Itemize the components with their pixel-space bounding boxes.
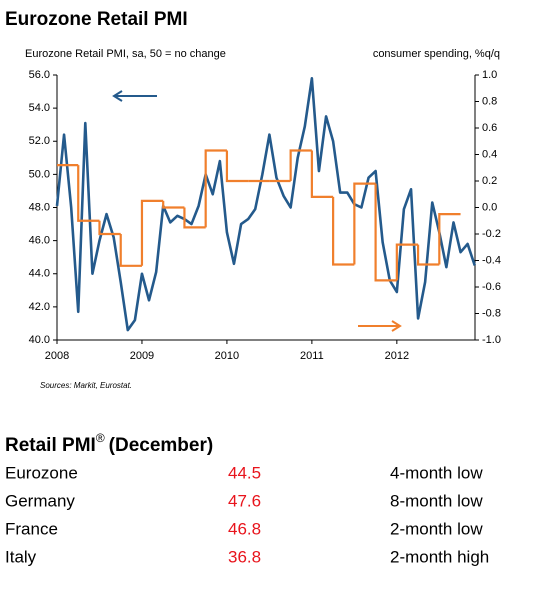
x-tick-label: 2012 xyxy=(385,350,409,362)
x-tick-label: 2010 xyxy=(215,350,239,362)
table-title-mark: ® xyxy=(96,431,105,445)
source-note: Sources: Markit, Eurostat. xyxy=(40,381,132,390)
row-label: France xyxy=(5,519,58,538)
y2-tick-label: -0.4 xyxy=(482,254,501,266)
step-segment xyxy=(395,243,419,281)
y-tick-label: 48.0 xyxy=(29,201,50,213)
step-segment xyxy=(77,165,100,222)
y2-tick-label: 0.8 xyxy=(482,95,497,107)
y2-tick-label: 0.4 xyxy=(482,148,497,160)
row-label: Eurozone xyxy=(5,463,78,482)
y-axis-label: Eurozone Retail PMI, sa, 50 = no change xyxy=(25,48,226,60)
x-tick-label: 2009 xyxy=(130,350,154,362)
y2-tick-label: 0.6 xyxy=(482,122,497,134)
right-axis-arrow xyxy=(358,320,402,332)
row-note: 2-month low xyxy=(390,519,483,538)
step-segment xyxy=(119,234,142,267)
row-label: Germany xyxy=(5,491,75,510)
y-tick-label: 44.0 xyxy=(29,268,50,280)
row-note: 4-month low xyxy=(390,463,483,482)
y2-tick-label: -0.8 xyxy=(482,307,501,319)
table-title-main: Retail PMI xyxy=(5,435,96,456)
row-note: 2-month high xyxy=(390,547,489,566)
y2-tick-label: 1.0 xyxy=(482,69,497,81)
row-note: 8-month low xyxy=(390,491,483,510)
row-value: 46.8 xyxy=(228,519,261,538)
step-segment xyxy=(438,213,461,265)
step-segment xyxy=(98,220,121,236)
table-title: Retail PMI® (December) xyxy=(5,431,213,456)
step-segment xyxy=(332,196,355,266)
x-tick-label: 2008 xyxy=(45,350,69,362)
y2-tick-label: 0.2 xyxy=(482,175,497,187)
row-label: Italy xyxy=(5,547,37,566)
y2-tick-label: -0.2 xyxy=(482,228,501,240)
chart-title: Eurozone Retail PMI xyxy=(5,9,188,30)
step-segment xyxy=(310,150,334,198)
data-line xyxy=(55,77,476,332)
step-segment xyxy=(162,200,185,209)
y-tick-label: 40.0 xyxy=(29,334,50,346)
x-tick-label: 2011 xyxy=(300,350,324,362)
y-tick-label: 50.0 xyxy=(29,168,50,180)
table-title-suffix: (December) xyxy=(109,435,214,456)
row-value: 36.8 xyxy=(228,547,261,566)
step-segment xyxy=(140,199,164,266)
y-tick-label: 56.0 xyxy=(29,69,50,81)
y2-tick-label: -1.0 xyxy=(482,334,501,346)
y-tick-label: 46.0 xyxy=(29,235,50,247)
step-segment xyxy=(225,150,249,183)
row-value: 44.5 xyxy=(228,463,261,482)
row-value: 47.6 xyxy=(228,491,261,510)
y-tick-label: 54.0 xyxy=(29,102,50,114)
y-tick-label: 52.0 xyxy=(29,135,50,147)
y2-tick-label: 0.0 xyxy=(482,201,497,213)
y-tick-label: 42.0 xyxy=(29,301,50,313)
y2-tick-label: -0.6 xyxy=(482,281,501,293)
left-axis-arrow xyxy=(112,90,157,102)
step-segment xyxy=(416,244,440,266)
step-segment xyxy=(183,207,206,229)
step-segment xyxy=(289,149,312,181)
y2-axis-label: consumer spending, %q/q xyxy=(373,48,500,60)
step-segment xyxy=(374,183,397,282)
step-segment xyxy=(204,149,227,228)
step-segment xyxy=(353,182,376,265)
